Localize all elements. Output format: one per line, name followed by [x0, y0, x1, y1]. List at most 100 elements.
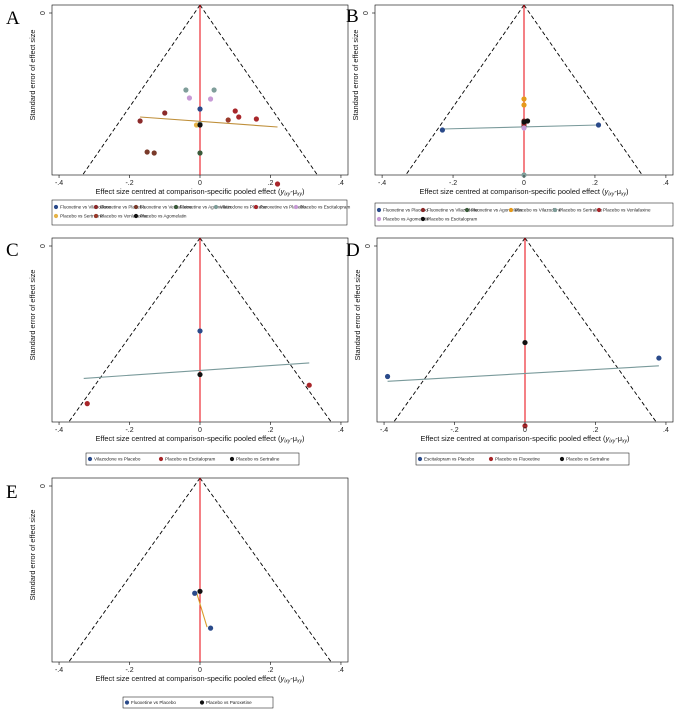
panel-a-point-s1-0 — [137, 118, 143, 124]
panel-c-legend-label-1: Placebo vs Escitalopram — [165, 457, 215, 462]
panel-d-point-s2-0 — [522, 339, 528, 346]
panel-e-xlabel: Effect size centred at comparison-specif… — [95, 674, 304, 685]
panel-e-point-s0-0 — [192, 590, 198, 596]
panel-a-point-s0-0 — [197, 106, 203, 112]
panel-b-legend-marker-1 — [420, 207, 426, 213]
panel-b-xtick-label-1: -.2 — [449, 180, 457, 187]
panel-d-xtick-label-3: .2 — [593, 427, 599, 434]
panel-b-xlabel-part-4: xy — [620, 192, 627, 198]
panel-b-xtick-label-2: 0 — [522, 180, 526, 187]
panel-b-legend-label-2: Fluoxetine vs Agomelatin — [471, 208, 523, 213]
panel-c-legend — [85, 452, 300, 466]
funnel-plot-c: C -.4 -.2 0 .2 .4 0 Standard error of effect si… — [6, 237, 349, 466]
panel-e-point-s0-1 — [207, 625, 214, 631]
panel-b-xlabel-part-1: y — [603, 187, 609, 196]
panel-b-xtick-label-0: -.4 — [378, 180, 386, 187]
panel-d-label: D — [346, 240, 360, 261]
funnel-plot-d: D -.4 -.2 0 .2 .4 0 Standard error of effect si… — [346, 237, 674, 466]
panel-b-legend-label-5: Placebo vs Venlafaxine — [603, 208, 651, 213]
panel-c-xtick-label-1: -.2 — [125, 427, 133, 434]
panel-c-xlabel-part-0: Effect size centred at comparison-specif… — [95, 434, 281, 443]
panel-c-legend-marker-2 — [229, 456, 235, 462]
panel-d-xtick-label-1: -.2 — [450, 427, 458, 434]
panel-a-legend-label-5: Paroxetine vs Placebo — [260, 205, 306, 210]
panel-e-regression-line — [195, 592, 208, 628]
panel-c-regression-line — [83, 362, 310, 379]
panel-b-point-s3-1 — [521, 102, 527, 108]
funnel-plot-e: E -.4 -.2 0 .2 .4 0 Standard error of effect si… — [6, 477, 349, 709]
panel-e-xlabel-part-3: -μ — [290, 674, 297, 683]
panel-e-legend-label-1: Placebo vs Paroxetine — [206, 700, 252, 705]
panel-d-legend — [415, 452, 630, 466]
panel-b-legend-label-3: Placebo vs Vilazodone — [515, 208, 562, 213]
panel-d-xlabel-part-3: -μ — [615, 434, 622, 443]
panel-a-point-s4-0 — [183, 87, 189, 93]
panel-d-xlabel-part-2: ixy — [609, 439, 616, 445]
panel-b-ytick-label-0: 0 — [363, 11, 370, 15]
panel-c-xlabel: Effect size centred at comparison-specif… — [95, 434, 304, 445]
panel-a-xlabel-part-4: xy — [296, 192, 303, 198]
panel-a-label: A — [6, 8, 20, 29]
panel-e-legend-label-0: Fluoxetine vs Placebo — [131, 700, 176, 705]
panel-a-point-s2-1 — [151, 150, 157, 156]
panel-d-point-s0-0 — [384, 373, 391, 380]
panel-a-legend-label-7: Placebo vs Sertraline — [60, 214, 104, 219]
panel-e-xtick-label-4: .4 — [338, 667, 344, 674]
panel-b-label: B — [346, 6, 359, 27]
panel-d-funnel-right — [524, 237, 657, 423]
panel-c-point-s2-0 — [197, 371, 203, 378]
panel-a-xlabel: Effect size centred at comparison-specif… — [95, 187, 304, 198]
panel-b-xlabel-part-0: Effect size centred at comparison-specif… — [419, 187, 605, 196]
panel-c-ytick-label-0: 0 — [40, 244, 47, 248]
panel-d-xlabel-part-1: y — [604, 434, 610, 443]
panel-e-xtick-label-3: .2 — [268, 667, 274, 674]
panel-c-point-s0-0 — [197, 328, 203, 334]
panel-d-xlabel-part-4: xy — [621, 439, 628, 445]
panel-e-label: E — [6, 482, 18, 503]
panel-c-xtick-label-3: .2 — [268, 427, 274, 434]
panel-a-xlabel-part-5: ) — [302, 187, 304, 196]
panel-e-xtick-label-2: 0 — [198, 667, 202, 674]
funnel-plot-b: B -.4 -.2 0 .2 .4 0 Standard error of effect si… — [346, 4, 674, 227]
panel-a-xtick-label-0: -.4 — [55, 180, 63, 187]
panel-a-xlabel-part-0: Effect size centred at comparison-specif… — [95, 187, 281, 196]
panel-a-funnel-left — [82, 4, 201, 176]
panel-d-legend-label-0: Escitalopram vs Placebo — [424, 457, 475, 462]
panel-a-point-s5-0 — [232, 108, 238, 114]
panel-a-legend — [51, 199, 348, 226]
panel-b-funnel-right — [523, 4, 643, 176]
panel-a-legend-label-6: Placebo vs Escitalopram — [300, 205, 350, 210]
panel-d-xtick-label-4: .4 — [663, 427, 669, 434]
panel-a-xtick-label-1: -.2 — [125, 180, 133, 187]
panel-a-legend-marker-1 — [93, 204, 99, 210]
panel-c-xlabel-part-2: ixy — [284, 439, 291, 445]
panel-b-point-s6-0 — [521, 125, 527, 131]
panel-b-legend-marker-3 — [508, 207, 514, 213]
panel-a-point-s3-0 — [197, 150, 203, 156]
panel-d-regression-line — [387, 365, 659, 382]
panel-c-legend-marker-0 — [87, 456, 93, 462]
panel-a-point-s6-0 — [186, 95, 193, 101]
panel-d-ytick-label-0: 0 — [365, 244, 372, 248]
panel-e-xlabel-part-0: Effect size centred at comparison-specif… — [95, 674, 281, 683]
panel-e-funnel-left — [68, 477, 201, 663]
panel-a-legend-marker-5 — [253, 204, 259, 210]
panel-e-point-s1-0 — [197, 588, 203, 594]
panel-e-xtick-label-0: -.4 — [55, 667, 63, 674]
panel-a-legend-marker-3 — [173, 204, 179, 210]
panel-b-legend-marker-7 — [420, 216, 426, 222]
panel-e-xlabel-part-1: y — [279, 674, 285, 683]
panel-d-xlabel-part-5: ) — [627, 434, 629, 443]
panel-c-legend-marker-1 — [158, 456, 164, 462]
panel-a-funnel-right — [199, 4, 318, 176]
panel-c-funnel-left — [68, 237, 201, 423]
panel-b-ylabel: Standard error of effect size — [351, 29, 360, 120]
panel-d-funnel-left — [393, 237, 526, 423]
panel-d-legend-marker-2 — [559, 456, 565, 462]
panel-a-regression-line — [140, 116, 278, 128]
panel-c-xlabel-part-5: ) — [302, 434, 304, 443]
panel-a-legend-label-1: Fluoxetine vs Placebo — [100, 205, 145, 210]
panel-e-funnel-right — [199, 477, 332, 663]
panel-a-legend-label-8: Placebo vs Venlafaxine — [100, 214, 148, 219]
panel-c-xtick-label-0: -.4 — [55, 427, 63, 434]
